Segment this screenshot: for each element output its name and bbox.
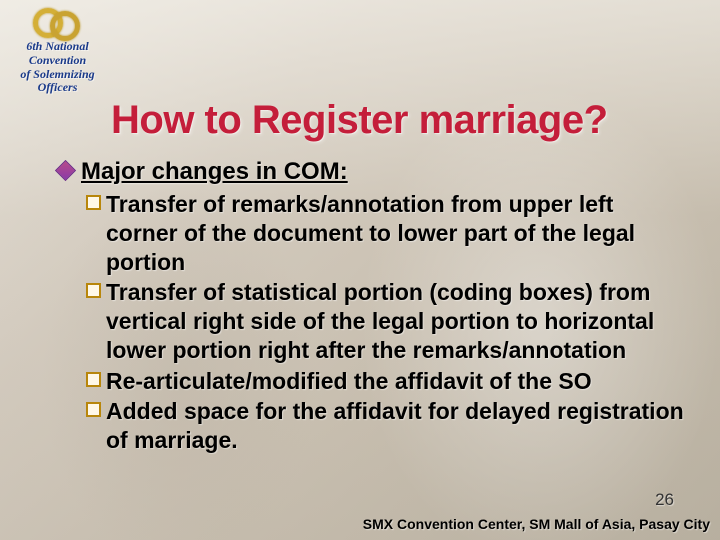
logo-line3: of Solemnizing [20,68,94,82]
item-text: Transfer of statistical portion (coding … [106,278,684,364]
sub-bullet-list: Transfer of remarks/annotation from uppe… [86,190,684,455]
item-text: Added space for the affidavit for delaye… [106,397,684,455]
square-bullet-icon [86,283,101,298]
item-text: Re-articulate/modified the affidavit of … [106,367,592,396]
list-item: Added space for the affidavit for delaye… [86,397,684,455]
major-bullet: Major changes in COM: [58,158,684,186]
list-item: Transfer of remarks/annotation from uppe… [86,190,684,276]
major-label: Major changes in COM: [81,158,348,186]
page-number: 26 [655,490,674,510]
wedding-rings-icon [30,6,86,42]
list-item: Re-articulate/modified the affidavit of … [86,367,684,396]
logo-line2: Convention [20,54,94,68]
slide-content: Major changes in COM: Transfer of remark… [58,158,684,457]
square-bullet-icon [86,402,101,417]
logo-text: 6th National Convention of Solemnizing O… [20,40,94,95]
square-bullet-icon [86,372,101,387]
diamond-bullet-icon [55,160,76,181]
list-item: Transfer of statistical portion (coding … [86,278,684,364]
slide-title: How to Register marriage? [111,98,608,143]
logo-line1: 6th National [20,40,94,54]
item-text: Transfer of remarks/annotation from uppe… [106,190,684,276]
logo-line4: Officers [20,81,94,95]
event-logo: 6th National Convention of Solemnizing O… [5,6,110,96]
footer-venue: SMX Convention Center, SM Mall of Asia, … [363,516,710,532]
square-bullet-icon [86,195,101,210]
